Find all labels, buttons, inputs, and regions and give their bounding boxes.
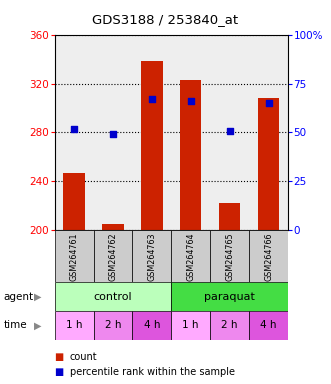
Bar	[249, 230, 288, 282]
Bar	[249, 311, 288, 340]
Text: ▶: ▶	[34, 320, 42, 331]
Text: 1 h: 1 h	[66, 320, 82, 331]
Text: GSM264762: GSM264762	[109, 232, 118, 281]
Bar	[258, 98, 279, 230]
Point	[110, 131, 116, 137]
Text: GSM264763: GSM264763	[147, 232, 156, 281]
Bar	[171, 282, 288, 311]
Text: GSM264761: GSM264761	[70, 232, 78, 281]
Bar	[55, 230, 93, 282]
Text: GSM264764: GSM264764	[186, 232, 195, 281]
Text: agent: agent	[3, 291, 33, 302]
Bar	[93, 230, 132, 282]
Bar	[219, 204, 240, 230]
Bar	[210, 311, 249, 340]
Text: 4 h: 4 h	[144, 320, 160, 331]
Text: GDS3188 / 253840_at: GDS3188 / 253840_at	[92, 13, 239, 26]
Point	[71, 126, 77, 132]
Text: 2 h: 2 h	[105, 320, 121, 331]
Text: 4 h: 4 h	[260, 320, 277, 331]
Text: count: count	[70, 352, 97, 362]
Text: paraquat: paraquat	[204, 291, 255, 302]
Text: 2 h: 2 h	[221, 320, 238, 331]
Point	[149, 96, 155, 102]
Text: time: time	[3, 320, 27, 331]
Bar	[132, 230, 171, 282]
Text: 1 h: 1 h	[182, 320, 199, 331]
Text: percentile rank within the sample: percentile rank within the sample	[70, 367, 234, 377]
Bar	[93, 311, 132, 340]
Bar	[55, 282, 171, 311]
Text: ■: ■	[55, 367, 64, 377]
Point	[227, 127, 232, 134]
Text: ▶: ▶	[34, 291, 42, 302]
Bar	[141, 61, 163, 230]
Bar	[171, 311, 210, 340]
Bar	[132, 311, 171, 340]
Point	[266, 100, 271, 106]
Bar	[180, 80, 202, 230]
Text: GSM264766: GSM264766	[264, 232, 273, 281]
Bar	[102, 224, 124, 230]
Bar	[171, 230, 210, 282]
Bar	[55, 311, 93, 340]
Point	[188, 98, 193, 104]
Text: GSM264765: GSM264765	[225, 232, 234, 281]
Bar	[210, 230, 249, 282]
Text: control: control	[94, 291, 132, 302]
Text: ■: ■	[55, 352, 64, 362]
Bar	[63, 173, 85, 230]
